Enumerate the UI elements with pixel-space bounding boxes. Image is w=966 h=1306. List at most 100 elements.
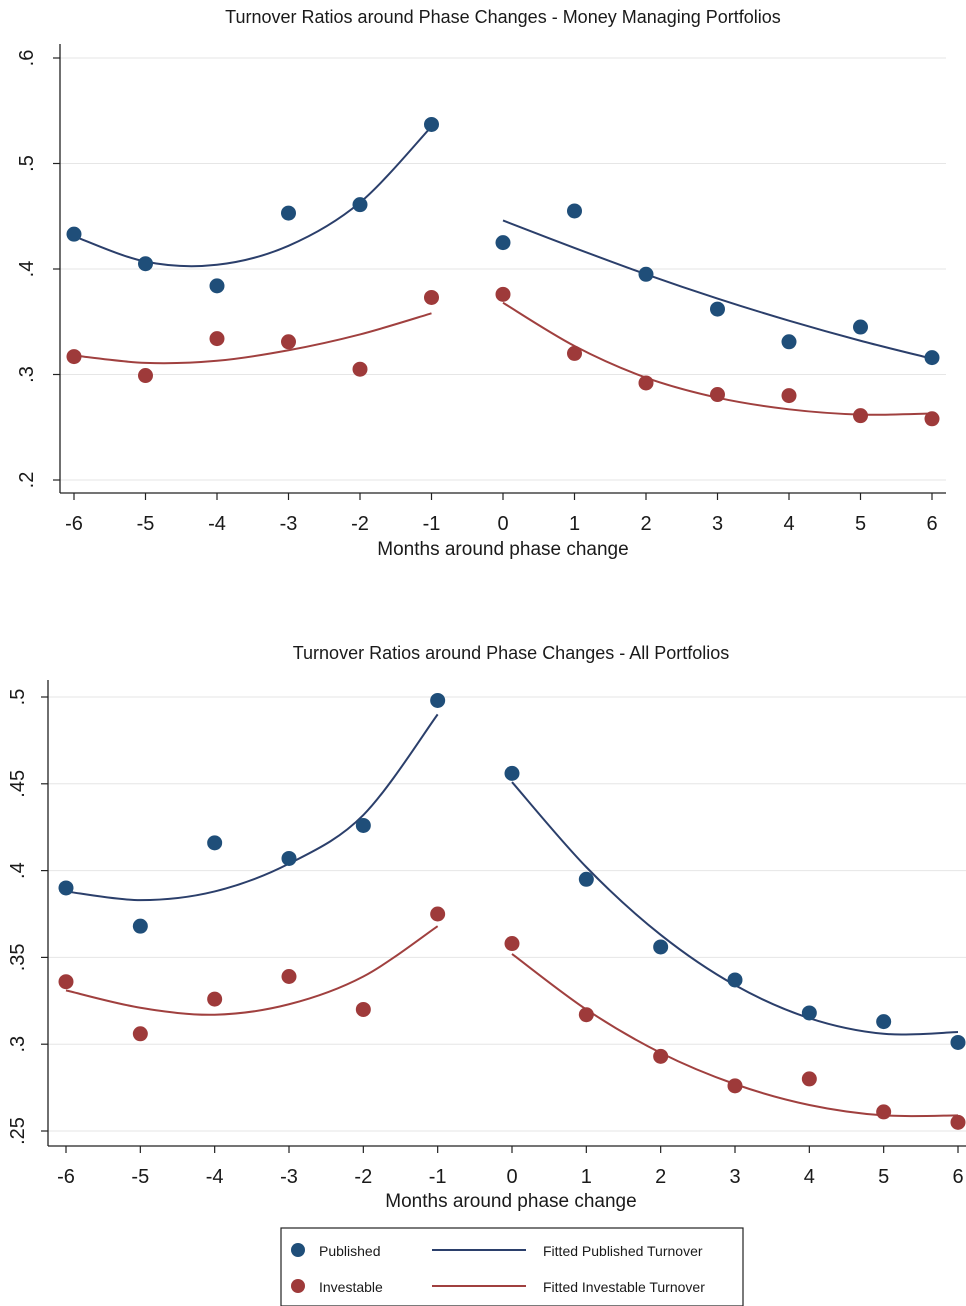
- point-published: [924, 350, 940, 366]
- point-investable: [66, 349, 82, 365]
- x-tick-label: -3: [280, 1166, 298, 1188]
- point-investable: [209, 331, 225, 347]
- x-tick-label: 2: [655, 1166, 666, 1188]
- legend-published-label: Published: [319, 1243, 381, 1259]
- point-published: [504, 765, 520, 781]
- y-tick-label: .4: [16, 261, 38, 278]
- fitted-line-investable: [65, 925, 439, 1016]
- point-published: [209, 278, 225, 294]
- fitted-line-investable: [73, 312, 432, 365]
- point-published: [58, 880, 74, 896]
- point-investable: [853, 408, 868, 424]
- point-published: [653, 939, 669, 955]
- legend-fitted-published-label: Fitted Published Turnover: [543, 1243, 703, 1259]
- point-investable: [207, 991, 223, 1007]
- x-tick-label: -5: [137, 513, 155, 535]
- x-tick-label: 5: [878, 1166, 889, 1188]
- x-tick-label: 6: [952, 1166, 963, 1188]
- point-published: [495, 235, 511, 251]
- y-tick-label: .3: [16, 366, 38, 383]
- x-tick-label: -6: [57, 1166, 75, 1188]
- x-tick-label: 0: [506, 1166, 517, 1188]
- point-investable: [281, 334, 296, 350]
- x-tick-label: -6: [65, 513, 83, 535]
- point-investable: [950, 1114, 966, 1130]
- point-investable: [781, 388, 797, 404]
- point-published: [132, 918, 148, 934]
- x-tick-label: 0: [497, 513, 508, 535]
- y-tick-label: .6: [16, 50, 38, 67]
- x-tick-label: 1: [581, 1166, 592, 1188]
- x-tick-label: -2: [354, 1166, 372, 1188]
- point-investable: [355, 1001, 371, 1017]
- x-tick-label: 3: [712, 513, 723, 535]
- point-published: [578, 871, 594, 887]
- legend-published-marker: [291, 1243, 305, 1257]
- point-investable: [727, 1078, 743, 1094]
- y-tick-label: .5: [7, 689, 29, 706]
- y-tick-label: .45: [7, 770, 29, 798]
- x-tick-label: 1: [569, 513, 580, 535]
- point-investable: [578, 1007, 594, 1023]
- x-tick-label: -2: [351, 513, 369, 535]
- chart2-title: Turnover Ratios around Phase Changes - A…: [293, 643, 730, 663]
- point-published: [66, 226, 82, 242]
- x-tick-label: -3: [280, 513, 298, 535]
- legend-investable-marker: [291, 1279, 305, 1293]
- x-tick-label: 6: [926, 513, 937, 535]
- point-published: [781, 334, 797, 350]
- point-published: [638, 266, 654, 282]
- point-investable: [132, 1026, 148, 1042]
- point-published: [727, 972, 743, 988]
- fitted-line-published: [65, 713, 439, 902]
- x-tick-label: -1: [423, 513, 441, 535]
- y-tick-label: .35: [7, 943, 29, 971]
- point-investable: [495, 286, 511, 302]
- x-tick-label: 5: [855, 513, 866, 535]
- point-investable: [424, 289, 439, 305]
- point-investable: [430, 906, 446, 922]
- chart2-xlabel: Months around phase change: [385, 1191, 636, 1212]
- legend-investable-label: Investable: [319, 1279, 383, 1295]
- point-published: [138, 256, 153, 272]
- x-tick-label: -1: [429, 1166, 447, 1188]
- point-investable: [504, 936, 520, 952]
- x-tick-label: 4: [804, 1166, 815, 1188]
- x-tick-label: -5: [131, 1166, 149, 1188]
- x-tick-label: 3: [729, 1166, 740, 1188]
- x-tick-label: 2: [640, 513, 651, 535]
- point-published: [430, 692, 446, 708]
- chart2-plot: .25 .3 .35 .4 .45 .5 -6 -5 -4 -3 -2 -1 0 1 2 3 4 5 6: [7, 680, 966, 1188]
- point-investable: [638, 375, 654, 391]
- fitted-line-published: [502, 219, 933, 360]
- x-tick-label: 4: [783, 513, 794, 535]
- y-tick-label: .25: [7, 1117, 29, 1145]
- point-investable: [138, 368, 153, 384]
- point-published: [710, 301, 725, 317]
- point-published: [801, 1005, 817, 1021]
- chart1-plot: .2 .3 .4 .5 .6 -6 -5 -4 -3 -2 -1 0 1 2 3 4 5 6: [16, 44, 946, 535]
- legend-fitted-investable-label: Fitted Investable Turnover: [543, 1279, 705, 1295]
- y-tick-label: .3: [7, 1036, 29, 1053]
- y-tick-label: .4: [7, 862, 29, 879]
- point-investable: [281, 968, 297, 984]
- point-investable: [924, 411, 940, 427]
- point-investable: [801, 1071, 817, 1087]
- point-published: [352, 197, 368, 213]
- legend-box: [280, 1227, 744, 1306]
- point-published: [876, 1014, 892, 1030]
- point-published: [853, 319, 868, 335]
- point-published: [950, 1034, 966, 1050]
- point-investable: [352, 361, 368, 377]
- point-investable: [567, 345, 582, 361]
- point-published: [424, 116, 439, 132]
- point-published: [281, 205, 296, 221]
- legend: Published Fitted Published Turnover Inve…: [280, 1227, 744, 1306]
- fitted-line-published: [73, 125, 433, 268]
- point-investable: [876, 1104, 892, 1120]
- point-investable: [653, 1048, 669, 1064]
- point-investable: [710, 387, 725, 403]
- point-published: [207, 835, 223, 851]
- x-tick-label: -4: [208, 513, 226, 535]
